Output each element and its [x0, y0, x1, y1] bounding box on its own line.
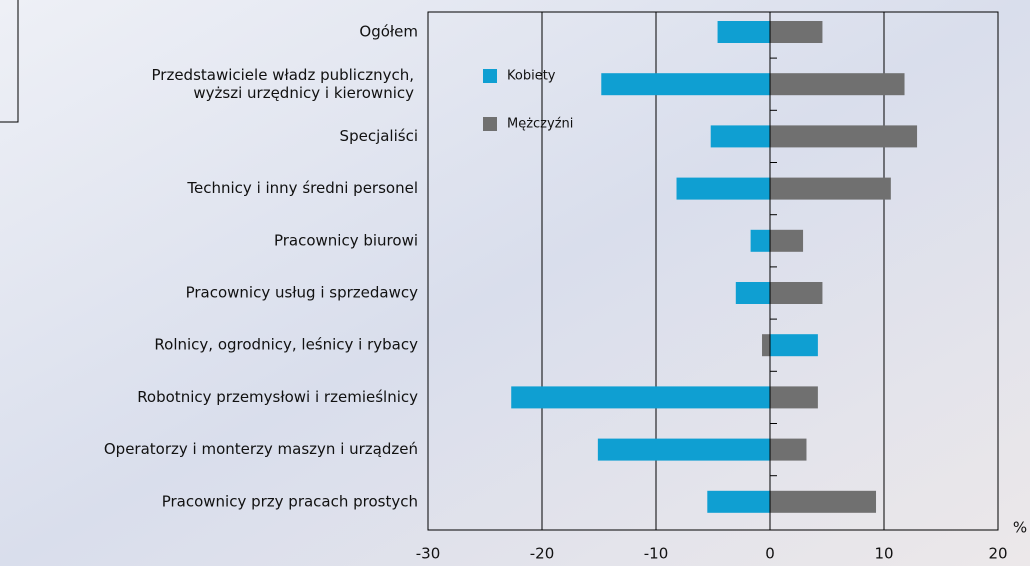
bar — [710, 125, 770, 148]
bar — [770, 21, 823, 43]
bar — [770, 490, 877, 513]
x-unit: % — [1013, 519, 1027, 537]
bar — [707, 490, 770, 513]
y-tick-label: Specjaliści — [340, 127, 418, 145]
bar — [770, 125, 918, 148]
legend-label: Kobiety — [507, 69, 556, 84]
bar — [735, 282, 770, 304]
bar — [770, 229, 804, 252]
bar — [762, 334, 770, 357]
y-tick-label: Przedstawiciele władz publicznych, wyższi… — [152, 66, 415, 102]
y-tick-label: Robotnicy przemysłowi i rzemieślnicy — [137, 388, 418, 406]
legend-swatch — [483, 69, 497, 83]
frame-fragment — [0, 0, 19, 123]
bar — [770, 282, 823, 304]
y-tick-label: Rolnicy, ogrodnicy, leśnicy i rybacy — [154, 336, 418, 354]
legend-label: Mężczyźni — [507, 117, 573, 132]
bar — [770, 438, 807, 461]
y-tick-label: Pracownicy przy pracach prostych — [162, 492, 418, 510]
bar — [676, 177, 770, 200]
x-tick-label: 10 — [874, 545, 893, 563]
x-tick-label: -30 — [416, 545, 441, 563]
bar — [601, 73, 770, 96]
bar — [717, 21, 770, 43]
y-tick-label: Pracownicy biurowi — [274, 231, 418, 249]
y-tick-label: Ogółem — [359, 23, 418, 41]
x-tick-label: 0 — [765, 545, 775, 563]
legend-swatch — [483, 117, 497, 131]
y-tick-label: Technicy i inny średni personel — [186, 179, 418, 197]
y-tick-label: Pracownicy usług i sprzedawcy — [186, 284, 419, 302]
bar — [597, 438, 770, 461]
y-tick-label: Operatorzy i monterzy maszyn i urządzeń — [104, 440, 418, 458]
bar — [770, 177, 891, 200]
bar — [750, 229, 770, 252]
x-tick-label: -20 — [530, 545, 555, 563]
x-tick-label: 20 — [988, 545, 1007, 563]
bar — [770, 334, 818, 357]
bar — [511, 386, 770, 409]
bar — [770, 73, 905, 96]
x-tick-label: -10 — [644, 545, 669, 563]
bar — [770, 386, 818, 409]
